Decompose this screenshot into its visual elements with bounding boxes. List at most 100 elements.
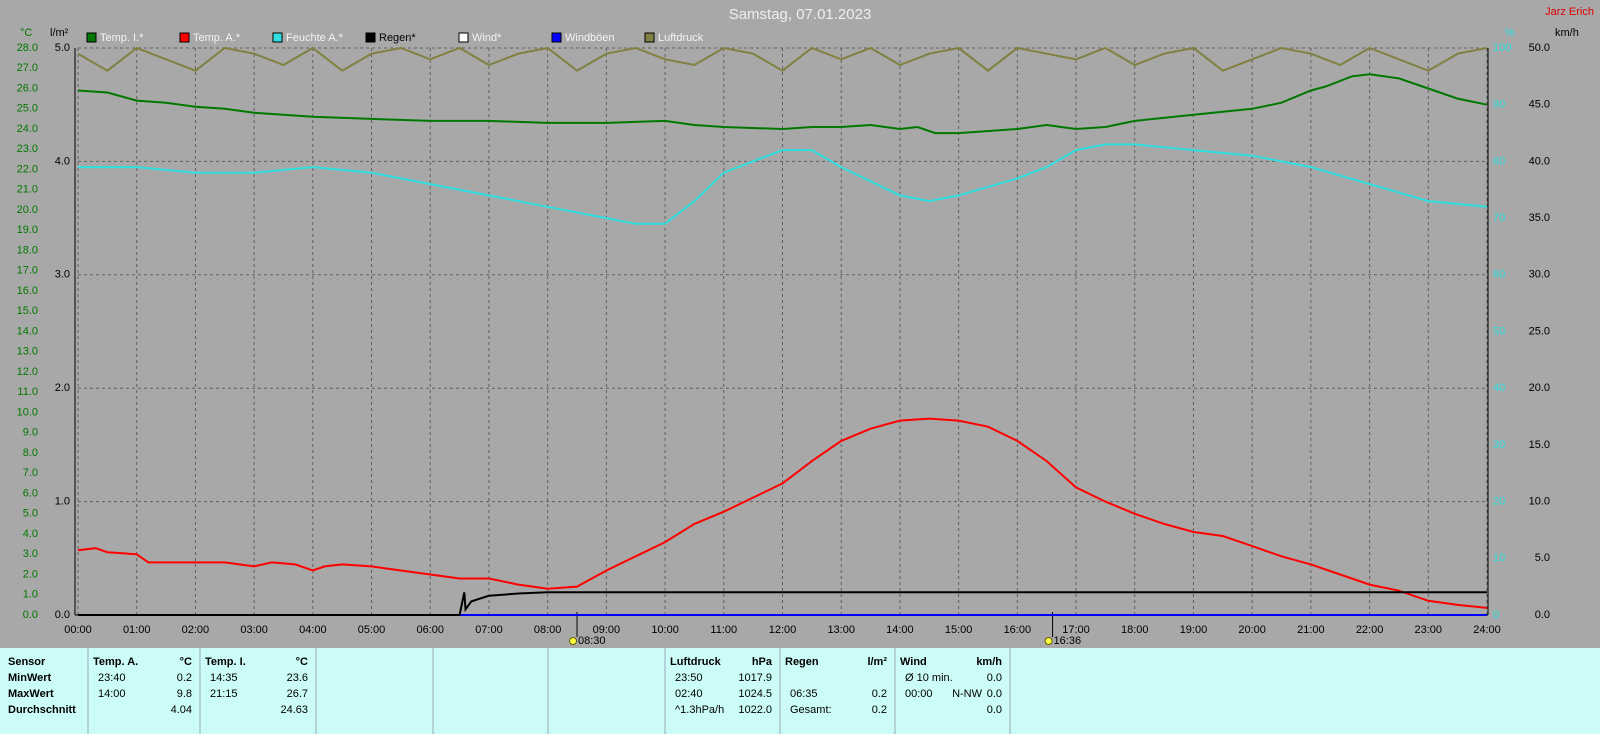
y-tick-label: 11.0: [17, 386, 38, 398]
author: Jarz Erich: [1545, 6, 1594, 18]
cell-value: 1017.9: [738, 672, 772, 684]
legend-swatch: [458, 32, 469, 43]
cell-time: ^1.3hPa/h: [675, 704, 724, 716]
y-tick-label: 16.0: [17, 285, 38, 297]
y-tick-label: 3.0: [55, 269, 70, 281]
cell-time: 14:00: [98, 688, 126, 700]
stats-panel: [0, 648, 1600, 734]
x-tick-label: 20:00: [1238, 624, 1266, 636]
cell-value: 24.63: [280, 704, 308, 716]
row-label: Durchschnitt: [8, 704, 76, 716]
cell-value: 0.2: [872, 704, 887, 716]
series-line: [78, 143, 1488, 225]
series-line: [78, 591, 1487, 616]
legend-swatch: [272, 32, 283, 43]
column-title: Regen: [785, 656, 819, 668]
background: [0, 0, 1600, 648]
y-tick-label: 2.0: [23, 568, 38, 580]
x-tick-label: 10:00: [651, 624, 679, 636]
x-tick-label: 09:00: [593, 624, 621, 636]
y-tick-label: 60: [1493, 269, 1505, 281]
cell-value: 1022.0: [738, 704, 772, 716]
cell-time: 00:00: [905, 688, 933, 700]
cell-value: 23.6: [287, 672, 308, 684]
x-tick-label: 00:00: [64, 624, 92, 636]
x-tick-label: 07:00: [475, 624, 503, 636]
cell-time: 06:35: [790, 688, 818, 700]
column-title: Temp. A.: [93, 656, 138, 668]
legend-swatch: [179, 32, 190, 43]
y-tick-label: 70: [1493, 212, 1505, 224]
x-tick-label: 22:00: [1356, 624, 1384, 636]
cell-value: 0.0: [987, 704, 1002, 716]
column-unit: °C: [180, 656, 192, 668]
row-label: MinWert: [8, 672, 52, 684]
series-line: [77, 46, 1488, 72]
y-tick-label: 10.0: [1529, 496, 1550, 508]
x-tick-label: 13:00: [827, 624, 855, 636]
x-tick-label: 05:00: [358, 624, 386, 636]
y3-axis-unit: %: [1505, 27, 1515, 39]
y-tick-label: 5.0: [1535, 552, 1550, 564]
x-tick-label: 21:00: [1297, 624, 1325, 636]
y-tick-label: 17.0: [17, 265, 38, 277]
y-tick-label: 24.0: [17, 123, 38, 135]
y-tick-label: 18.0: [17, 244, 38, 256]
x-tick-label: 02:00: [182, 624, 210, 636]
x-tick-label: 14:00: [886, 624, 914, 636]
y-tick-label: 27.0: [17, 62, 38, 74]
y-tick-label: 23.0: [17, 143, 38, 155]
x-tick-label: 15:00: [945, 624, 973, 636]
annotation-label: 08:30: [578, 635, 606, 647]
y-tick-label: 13.0: [17, 346, 38, 358]
y-tick-label: 7.0: [23, 467, 38, 479]
cell-value: 0.0: [987, 672, 1002, 684]
y-tick-label: 6.0: [23, 487, 38, 499]
y-tick-label: 0: [1493, 609, 1499, 621]
y2-axis-unit: l/m²: [50, 27, 69, 39]
y-tick-label: 4.0: [55, 155, 70, 167]
y-tick-label: 26.0: [17, 82, 38, 94]
y-tick-label: 22.0: [17, 163, 38, 175]
cell-value: 1024.5: [738, 688, 772, 700]
cell-value: 0.2: [177, 672, 192, 684]
y-tick-label: 0.0: [23, 609, 38, 621]
cell-value: 0.0: [987, 688, 1002, 700]
y-tick-label: 9.0: [23, 427, 38, 439]
y-tick-label: 25.0: [1529, 325, 1550, 337]
y-tick-label: 40: [1493, 382, 1505, 394]
y-tick-label: 0.0: [1535, 609, 1550, 621]
y-tick-label: 20.0: [1529, 382, 1550, 394]
x-tick-label: 04:00: [299, 624, 327, 636]
x-tick-label: 03:00: [240, 624, 268, 636]
legend-label: Luftdruck: [658, 32, 704, 44]
cell-direction: N-NW: [952, 688, 983, 700]
legend-swatch: [365, 32, 376, 43]
column-unit: km/h: [976, 656, 1002, 668]
y-tick-label: 2.0: [55, 382, 70, 394]
y-tick-label: 20.0: [17, 204, 38, 216]
x-tick-label: 23:00: [1415, 624, 1443, 636]
legend-label: Feuchte A.*: [286, 32, 344, 44]
y-tick-label: 5.0: [55, 42, 70, 54]
y-tick-label: 10.0: [17, 406, 38, 418]
column-title: Luftdruck: [670, 656, 722, 668]
cell-value: 4.04: [171, 704, 192, 716]
y-tick-label: 15.0: [17, 305, 38, 317]
x-tick-label: 17:00: [1062, 624, 1090, 636]
y-tick-label: 35.0: [1529, 212, 1550, 224]
x-tick-label: 12:00: [769, 624, 797, 636]
row-label: Sensor: [8, 656, 46, 668]
y-tick-label: 25.0: [17, 103, 38, 115]
y-tick-label: 1.0: [23, 589, 38, 601]
column-title: Temp. I.: [205, 656, 246, 668]
y-tick-label: 50.0: [1529, 42, 1550, 54]
y-tick-label: 21.0: [17, 184, 38, 196]
cell-time: 02:40: [675, 688, 703, 700]
cell-time: 21:15: [210, 688, 238, 700]
y-tick-label: 100: [1493, 42, 1511, 54]
cell-time: 14:35: [210, 672, 238, 684]
x-tick-label: 18:00: [1121, 624, 1149, 636]
series-line: [77, 73, 1488, 135]
